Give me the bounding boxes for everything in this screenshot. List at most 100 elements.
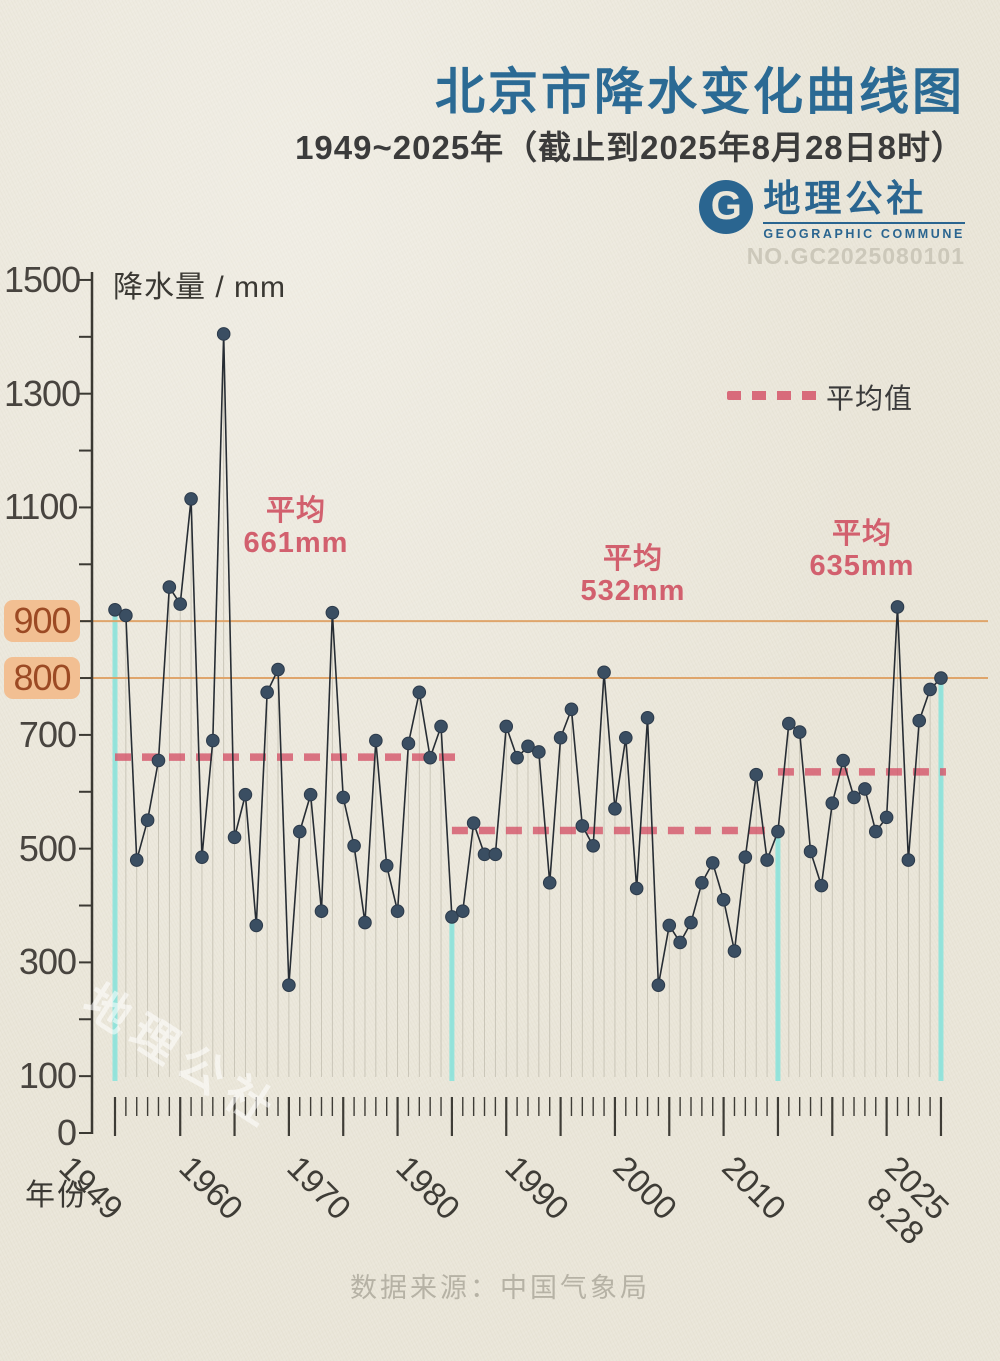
data-point [749, 767, 764, 782]
data-point [695, 875, 709, 890]
data-point [227, 830, 242, 845]
y-axis-label: 700 [18, 713, 77, 755]
data-point [727, 944, 742, 958]
period-average-3-word: 平均 [831, 518, 892, 550]
logo-name-en: GEOGRAPHIC COMMUNE [763, 221, 965, 241]
data-point [488, 847, 503, 862]
legend-dash-icon [727, 391, 819, 400]
y-axis-label-highlighted: 900 [4, 600, 80, 643]
data-point [923, 682, 937, 697]
data-point [347, 839, 361, 853]
y-axis-label: 1100 [4, 486, 78, 528]
page-title: 北京市降水变化曲线图 [435, 64, 965, 120]
data-point [423, 750, 437, 765]
logo-g-icon: G [699, 180, 754, 234]
logo-serial-number: NO.GC2025080101 [746, 243, 965, 269]
data-point [608, 802, 622, 816]
x-axis-label: 2000 [606, 1148, 685, 1227]
x-axis-label: 2025 8.28 [854, 1149, 956, 1252]
data-point [336, 790, 351, 805]
data-point [379, 858, 394, 873]
x-axis-label: 1960 [172, 1149, 250, 1227]
x-axis-label-year: 2000 [606, 1148, 685, 1227]
data-point [249, 918, 264, 933]
data-point [803, 844, 818, 859]
data-point [858, 782, 872, 796]
data-point [292, 824, 307, 839]
data-point [108, 602, 122, 617]
data-point [184, 492, 198, 506]
data-point [836, 753, 850, 768]
y-axis-label: 500 [18, 827, 77, 869]
data-line [114, 333, 942, 986]
data-point [564, 702, 579, 717]
data-point [879, 810, 894, 825]
x-axis-label: 1970 [280, 1148, 359, 1227]
period-average-1-value: 661mm [243, 527, 349, 560]
data-point [738, 850, 753, 864]
period-average-2-word: 平均 [602, 543, 663, 575]
data-point [575, 819, 590, 833]
data-point [597, 665, 611, 680]
y-axis-label: 1300 [4, 372, 81, 414]
data-point [434, 719, 448, 734]
data-point [532, 745, 546, 759]
data-point [542, 875, 557, 890]
data-point [390, 904, 405, 919]
data-point [771, 824, 785, 839]
data-point [303, 787, 318, 802]
data-point [847, 790, 861, 805]
data-point [890, 600, 905, 614]
y-axis-label: 300 [18, 941, 77, 983]
data-point [814, 878, 829, 893]
data-point [455, 904, 470, 919]
data-point [119, 608, 133, 623]
data-point [629, 881, 644, 896]
data-point [271, 662, 285, 677]
data-point [477, 847, 492, 862]
y-axis-label: 1500 [4, 258, 81, 300]
data-point [412, 685, 427, 700]
data-point [934, 671, 948, 685]
x-axis-label: 1990 [497, 1148, 576, 1227]
data-point [401, 736, 416, 751]
data-point [510, 750, 524, 765]
data-point [216, 327, 231, 341]
period-average-label-2: 平均 532mm [543, 543, 723, 608]
data-point [369, 733, 383, 748]
x-axis-title: 年份 [25, 1179, 89, 1212]
data-point [716, 893, 731, 907]
data-point [553, 730, 568, 745]
data-point [760, 853, 774, 867]
data-point [618, 730, 633, 745]
data-point [358, 915, 372, 930]
page-subtitle: 1949~2025年（截止到2025年8月28日8时） [295, 129, 965, 166]
data-point [195, 850, 209, 864]
x-axis-label: 2010 [715, 1148, 794, 1227]
data-point [466, 816, 481, 830]
x-axis-label-year: 2010 [715, 1148, 794, 1227]
data-point [260, 685, 274, 700]
x-axis-label-year: 1990 [497, 1148, 576, 1227]
data-point [129, 853, 144, 867]
data-point [684, 915, 698, 930]
data-point [673, 935, 687, 950]
data-point [825, 796, 840, 810]
data-point [868, 824, 883, 839]
data-point [173, 597, 188, 611]
data-point [640, 711, 655, 725]
data-point [162, 580, 177, 594]
x-axis-label-year: 1970 [280, 1148, 359, 1227]
y-axis-label: 100 [18, 1055, 77, 1097]
data-point [282, 978, 296, 992]
data-point [782, 716, 796, 731]
period-average-1-word: 平均 [265, 495, 326, 527]
data-point [586, 839, 600, 853]
data-point [445, 910, 459, 924]
watermark: 地理公社 [74, 974, 291, 1140]
logo: G 地理公社 GEOGRAPHIC COMMUNE [699, 179, 965, 241]
period-average-2-value: 532mm [580, 575, 686, 608]
data-point [662, 918, 677, 933]
y-axis-title: 降水量 / mm [113, 271, 286, 304]
data-point [140, 813, 155, 828]
